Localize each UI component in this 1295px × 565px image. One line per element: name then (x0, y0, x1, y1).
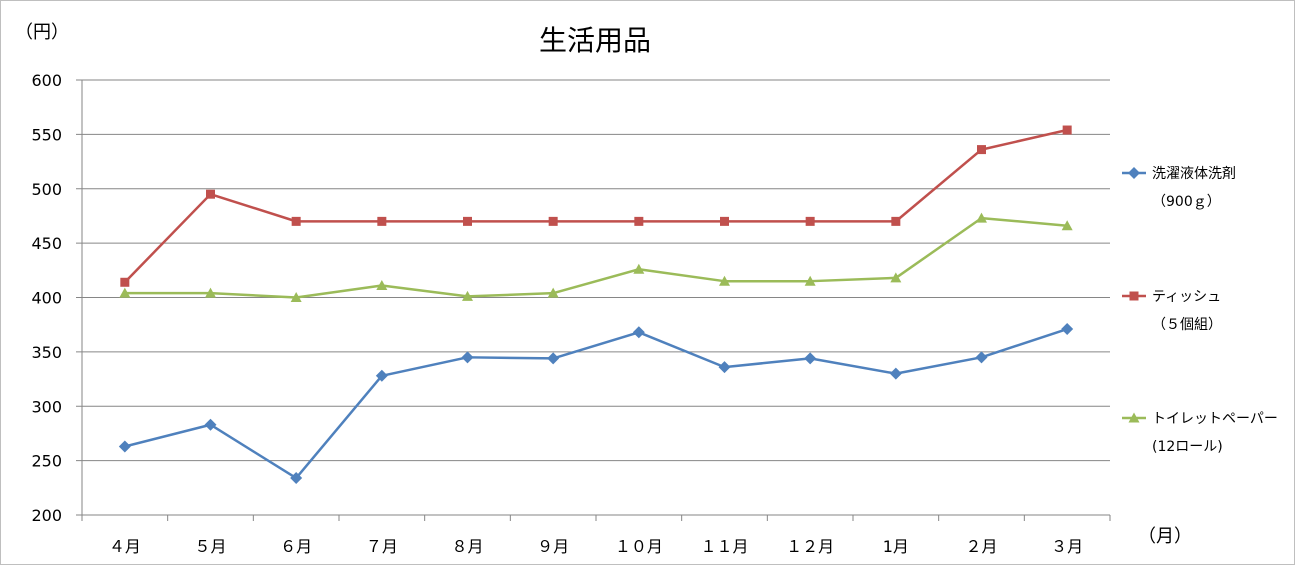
series-1 (120, 125, 1072, 287)
y-tick-label: 300 (31, 397, 62, 416)
y-tick-label: 550 (31, 125, 62, 144)
series-2 (119, 212, 1073, 302)
x-tick-label: ８月 (451, 537, 483, 556)
data-point (290, 292, 302, 302)
data-point (890, 272, 902, 283)
x-tick-label: ３月 (1051, 537, 1083, 556)
x-tick-label: ２月 (965, 537, 997, 556)
x-tick-label: ５月 (194, 537, 226, 556)
data-point (290, 472, 303, 485)
x-tick-label: １１月 (700, 537, 748, 556)
x-tick-label: １２月 (786, 537, 834, 556)
data-point (291, 216, 301, 226)
y-tick-label: 450 (31, 234, 62, 253)
chart-title: 生活用品 (539, 24, 651, 57)
y-tick-label: 350 (31, 343, 62, 362)
axes (76, 79, 1111, 521)
y-tick-label: 600 (31, 71, 62, 90)
y-axis-unit-label: （円） (15, 22, 69, 43)
data-point (805, 216, 815, 226)
x-tick-label: ７月 (366, 537, 398, 556)
x-tick-label: ９月 (537, 537, 569, 556)
data-point (118, 440, 131, 453)
legend-sublabel: （５個組） (1152, 317, 1222, 333)
x-tick-label: 1月 (883, 537, 909, 556)
data-point (204, 418, 217, 431)
x-tick-label: １０月 (615, 537, 663, 556)
data-point (975, 351, 988, 364)
series-0 (118, 323, 1074, 485)
data-point (632, 326, 645, 339)
data-point (461, 351, 474, 364)
data-point (1061, 220, 1073, 231)
y-tick-label: 250 (31, 452, 62, 471)
series-group (118, 125, 1074, 485)
legend-item: トイレットペーパー (12ロール) (1122, 411, 1278, 455)
legend-sublabel: （900ｇ） (1152, 194, 1221, 210)
data-point (376, 280, 388, 291)
data-point (720, 216, 729, 226)
y-tick-label: 400 (31, 289, 62, 308)
x-tick-labels: ４月 ５月 ６月 ７月 ８月 ９月 １０月 １１月 １２月 1月 ２月 ３月 (109, 537, 1083, 556)
legend-item: ティッシュ （５個組） (1122, 289, 1222, 333)
data-point (804, 275, 816, 286)
data-point (547, 287, 559, 298)
legend-item: 洗濯液体洗剤 （900ｇ） (1122, 166, 1236, 210)
legend-swatch-marker (1128, 412, 1140, 423)
data-point (120, 277, 130, 287)
x-tick-label: ６月 (280, 537, 312, 556)
legend-label: トイレットペーパー (1152, 411, 1278, 427)
data-point (977, 145, 986, 155)
data-point (548, 216, 558, 226)
x-tick-label: ４月 (109, 537, 141, 556)
data-point (1062, 125, 1072, 135)
data-point (206, 189, 215, 199)
data-point (804, 352, 817, 365)
data-point (377, 216, 387, 226)
data-point (891, 216, 901, 226)
data-point (889, 367, 902, 380)
y-tick-label: 200 (31, 506, 62, 525)
data-point (463, 216, 472, 226)
series-line (123, 128, 1068, 284)
legend-swatch-marker (1128, 167, 1140, 179)
x-axis-unit-label: （月） (1138, 526, 1192, 547)
legend: 洗濯液体洗剤 （900ｇ） ティッシュ （５個組） トイレットペーパー (12ロール) (1122, 166, 1278, 455)
data-point (547, 352, 560, 365)
data-point (633, 263, 645, 274)
legend-label: 洗濯液体洗剤 (1152, 166, 1236, 182)
grid-lines (82, 79, 1110, 462)
data-point (719, 275, 730, 286)
data-point (1061, 323, 1074, 336)
legend-label: ティッシュ (1152, 289, 1221, 305)
y-tick-label: 500 (31, 180, 62, 199)
data-point (375, 369, 388, 382)
data-point (976, 212, 987, 223)
data-point (634, 216, 644, 226)
data-point (718, 361, 731, 374)
series-line (124, 216, 1068, 299)
y-tick-labels: 200 250 300 350 400 450 500 550 600 (31, 71, 62, 525)
legend-sublabel: (12ロール) (1152, 439, 1223, 455)
series-line (124, 327, 1068, 480)
legend-swatch-marker (1129, 291, 1139, 301)
data-point (205, 287, 216, 298)
data-point (119, 287, 131, 298)
data-point (462, 290, 473, 301)
